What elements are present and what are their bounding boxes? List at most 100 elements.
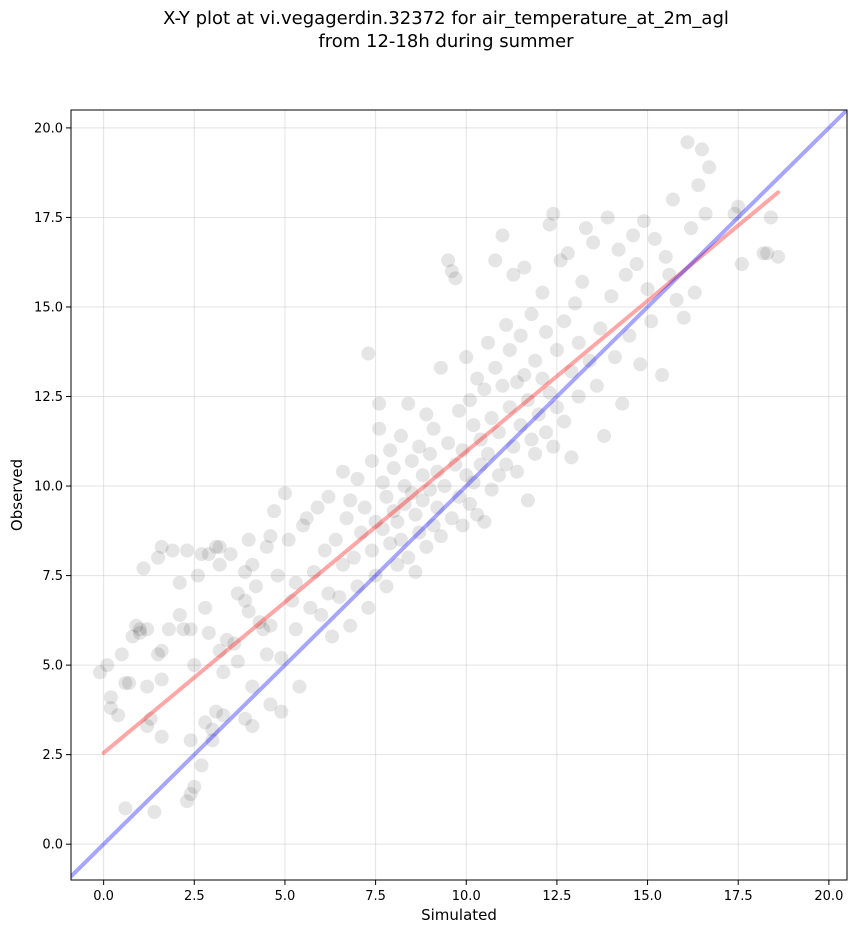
scatter-point <box>510 464 525 479</box>
x-tick-label: 2.5 <box>184 889 205 904</box>
regression-line <box>101 190 781 755</box>
scatter-point <box>357 500 372 515</box>
scatter-point <box>263 618 278 633</box>
scatter-point <box>350 471 365 486</box>
scatter-point <box>419 539 434 554</box>
scatter-point <box>216 665 231 680</box>
scatter-point <box>372 396 387 411</box>
scatter-point <box>444 511 459 526</box>
x-tick-label: 7.5 <box>365 889 386 904</box>
scatter-point <box>452 403 466 418</box>
scatter-point <box>539 325 554 340</box>
scatter-point <box>198 600 213 615</box>
scatter-point <box>408 507 423 522</box>
scatter-point <box>549 342 564 357</box>
scatter-point <box>187 779 202 794</box>
scatter-point <box>615 396 630 411</box>
scatter-point <box>404 453 419 468</box>
scatter-point <box>321 586 336 601</box>
scatter-point <box>364 543 379 558</box>
scatter-point <box>306 565 321 579</box>
scatter-point <box>401 396 416 411</box>
scatter-point <box>325 629 340 644</box>
scatter-point <box>252 615 267 630</box>
x-axis-label: Simulated <box>421 906 497 924</box>
scatter-point <box>339 511 354 526</box>
scatter-point <box>118 801 133 816</box>
scatter-point <box>473 432 488 447</box>
scatter-point <box>495 228 510 243</box>
scatter-point <box>506 439 521 454</box>
scatter-point <box>267 504 282 519</box>
scatter-point <box>665 192 680 207</box>
scatter-point <box>259 647 274 662</box>
scatter-point <box>571 335 586 350</box>
scatter-point <box>259 539 274 554</box>
scatter-point <box>379 489 394 504</box>
scatter-point <box>575 274 590 289</box>
scatter-point <box>539 425 554 440</box>
chart-title-line-1: X-Y plot at vi.vegagerdin.32372 for air_… <box>163 8 729 29</box>
scatter-point <box>397 479 412 494</box>
scatter-point <box>368 568 383 583</box>
scatter-point <box>140 719 155 733</box>
scatter-point <box>517 260 532 275</box>
scatter-point <box>633 357 648 372</box>
scatter-point <box>216 708 231 723</box>
scatter-point <box>557 414 572 429</box>
scatter-point <box>103 690 118 705</box>
scatter-point <box>343 493 358 508</box>
scatter-point <box>571 389 586 404</box>
scatter-point <box>622 328 637 343</box>
scatter-point <box>209 539 224 554</box>
scatter-point <box>245 679 260 694</box>
scatter-point <box>212 557 227 572</box>
scatter-point <box>241 604 256 619</box>
scatter-point <box>542 385 557 400</box>
scatter-point <box>589 378 604 393</box>
scatter-point <box>597 428 612 443</box>
scatter-point <box>180 794 195 809</box>
scatter-point <box>285 593 300 608</box>
scatter-point <box>640 282 655 297</box>
y-axis-label: Observed <box>8 459 26 531</box>
scatter-point <box>448 271 463 286</box>
scatter-point <box>288 622 303 637</box>
scatter-point <box>100 658 115 673</box>
scatter-point <box>488 360 503 375</box>
scatter-point <box>125 629 140 644</box>
scatter-point <box>481 335 496 350</box>
scatter-point <box>415 493 430 508</box>
scatter-point <box>375 522 390 537</box>
scatter-point <box>412 525 427 540</box>
scatter-point <box>328 532 343 547</box>
scatter-point <box>393 428 408 443</box>
x-tick-label: 0.0 <box>93 889 114 904</box>
scatter-point <box>607 350 622 365</box>
scatter-point <box>154 729 169 744</box>
scatter-point <box>245 719 260 733</box>
x-tick-label: 10.0 <box>452 889 481 904</box>
scatter-point <box>535 285 550 300</box>
x-tick-label: 5.0 <box>275 889 296 904</box>
scatter-point <box>281 532 296 547</box>
scatter-point <box>535 371 550 386</box>
scatter-point <box>553 253 568 268</box>
scatter-point <box>129 618 144 633</box>
scatter-point <box>274 650 289 665</box>
scatter-point <box>151 647 166 662</box>
scatter-point <box>568 296 583 311</box>
fit-lines <box>71 110 847 879</box>
scatter-point <box>462 393 477 408</box>
scatter-point <box>459 468 474 483</box>
scatter-point <box>183 733 198 748</box>
scatter-point <box>209 704 224 719</box>
scatter-point <box>122 676 137 691</box>
y-tick-label: 7.5 <box>42 569 63 584</box>
scatter-point <box>190 568 205 583</box>
scatter-point <box>270 568 285 583</box>
scatter-point <box>238 711 253 726</box>
scatter-point <box>495 378 510 393</box>
scatter-point <box>292 679 307 694</box>
scatter-point <box>647 231 662 246</box>
